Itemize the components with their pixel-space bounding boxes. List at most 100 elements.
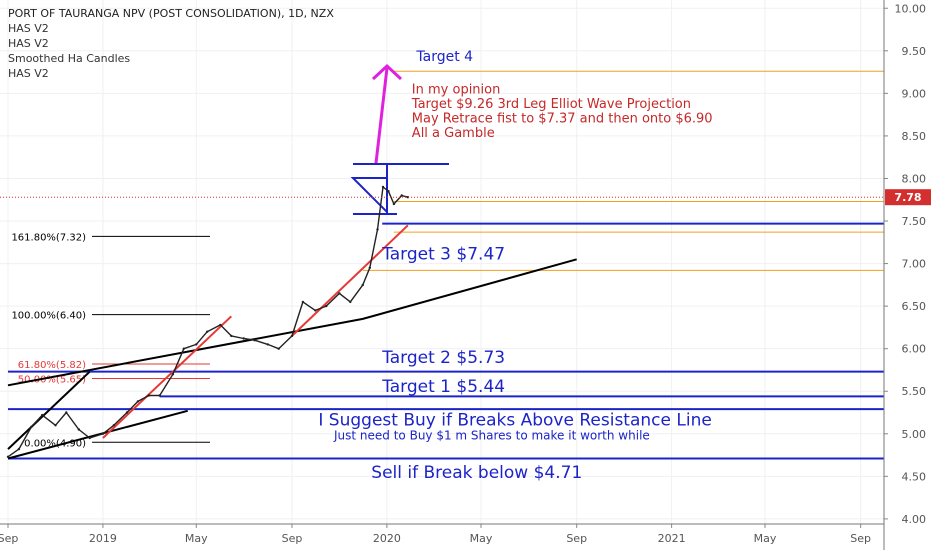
grid xyxy=(0,0,884,524)
annotation-label: I Suggest Buy if Breaks Above Resistance… xyxy=(318,410,711,430)
y-tick-label: 6.50 xyxy=(902,300,927,313)
annotation-label: In my opinion xyxy=(412,82,501,97)
price-point xyxy=(206,330,209,333)
projection-arrow-shaft xyxy=(374,67,389,164)
annotation-label: Just need to Buy $1 m Shares to make it … xyxy=(333,429,650,443)
x-tick-label: May xyxy=(754,532,777,545)
y-tick-label: 8.50 xyxy=(902,130,927,143)
price-point xyxy=(361,283,364,287)
x-tick-label: May xyxy=(470,532,493,545)
price-point xyxy=(376,228,379,231)
price-point xyxy=(182,347,185,350)
price-point xyxy=(392,202,396,206)
price-point xyxy=(88,436,91,440)
x-tick-label: Sep xyxy=(0,532,18,545)
annotation-label: Target 3 $7.47 xyxy=(381,244,505,264)
x-tick-label: 2019 xyxy=(89,532,117,545)
projection-arrow-head xyxy=(371,63,403,81)
y-tick-label: 4.50 xyxy=(902,470,927,483)
y-tick-label: 6.00 xyxy=(902,343,927,356)
price-point xyxy=(136,400,140,403)
price-point xyxy=(253,339,256,342)
price-point xyxy=(368,266,371,269)
indicator-label[interactable]: HAS V2 xyxy=(8,67,49,80)
trend-line xyxy=(291,224,409,337)
price-point xyxy=(325,304,328,308)
price-point xyxy=(65,411,68,414)
annotation-label: Target 4 xyxy=(415,49,473,65)
symbol-title[interactable]: PORT OF TAURANGA NPV (POST CONSOLIDATION… xyxy=(8,7,334,20)
fib-level-label: 161.80%(7.32) xyxy=(11,232,86,243)
indicator-label[interactable]: Smoothed Ha Candles xyxy=(8,52,131,65)
annotation-label: Target $9.26 3rd Leg Elliot Wave Project… xyxy=(411,97,691,112)
y-tick-label: 7.00 xyxy=(902,258,927,271)
price-point xyxy=(30,425,33,429)
price-point xyxy=(17,447,21,451)
projection-drawings xyxy=(350,63,449,215)
y-tick-label: 7.50 xyxy=(902,215,927,228)
price-point xyxy=(277,347,280,350)
annotation-label: May Retrace fist to $7.37 and then onto … xyxy=(412,111,713,126)
price-point xyxy=(400,194,403,197)
price-point xyxy=(406,196,410,199)
price-point xyxy=(230,334,233,338)
price-point xyxy=(242,337,245,340)
price-point xyxy=(77,428,81,431)
fibonacci-levels: 161.80%(7.32) 100.00%(6.40) 61.80%(5.82) 50… xyxy=(11,232,210,449)
fib-level-label: 100.00%(6.40) xyxy=(11,311,86,322)
price-point xyxy=(112,424,116,427)
x-tick-label: 2020 xyxy=(373,532,401,545)
trend-line xyxy=(7,409,188,460)
x-tick-label: Sep xyxy=(566,532,587,545)
price-levels xyxy=(8,70,884,460)
price-point xyxy=(290,334,294,338)
price-line xyxy=(7,186,409,458)
price-point xyxy=(101,432,105,435)
price-series xyxy=(6,185,410,458)
price-point xyxy=(147,394,150,397)
fib-level-label: 61.80%(5.82) xyxy=(18,360,86,371)
price-point xyxy=(219,323,222,327)
y-tick-label: 5.50 xyxy=(902,385,927,398)
y-tick-label: 5.00 xyxy=(902,428,927,441)
x-tick-label: Sep xyxy=(850,532,871,545)
annotation-label: Target 2 $5.73 xyxy=(381,348,505,368)
annotation-label: Sell if Break below $4.71 xyxy=(371,463,582,483)
indicator-label[interactable]: HAS V2 xyxy=(8,37,49,50)
price-point xyxy=(266,343,269,346)
price-point xyxy=(171,373,175,376)
indicator-label[interactable]: HAS V2 xyxy=(8,22,49,35)
price-point xyxy=(195,343,198,346)
trend-line xyxy=(7,370,91,450)
x-tick-label: 2021 xyxy=(658,532,686,545)
annotation-label: All a Gamble xyxy=(412,126,495,141)
price-point xyxy=(338,292,341,295)
price-point xyxy=(54,424,57,427)
last-price-badge xyxy=(885,189,931,206)
price-point xyxy=(158,394,161,397)
chart-legend: PORT OF TAURANGA NPV (POST CONSOLIDATION… xyxy=(8,6,334,81)
fib-level-label: 50.00%(5.65) xyxy=(18,374,86,385)
annotation-label: Target 1 $5.44 xyxy=(381,377,505,397)
price-point xyxy=(381,185,385,189)
price-point xyxy=(6,455,10,458)
price-point xyxy=(125,411,129,414)
y-tick-label: 8.00 xyxy=(902,172,927,185)
trend-lines xyxy=(7,224,577,460)
price-point xyxy=(301,300,305,304)
y-tick-label: 9.50 xyxy=(902,45,927,58)
y-tick-label: 9.00 xyxy=(902,87,927,100)
trend-line xyxy=(102,315,232,439)
price-point xyxy=(387,190,390,193)
price-point xyxy=(41,413,44,417)
fib-level-label: 0.00%(4.90) xyxy=(24,438,86,449)
y-tick-label: 10.00 xyxy=(895,2,927,15)
trend-line xyxy=(7,258,577,387)
x-tick-label: May xyxy=(185,532,208,545)
x-tick-label: Sep xyxy=(282,532,303,545)
price-point xyxy=(349,300,352,304)
